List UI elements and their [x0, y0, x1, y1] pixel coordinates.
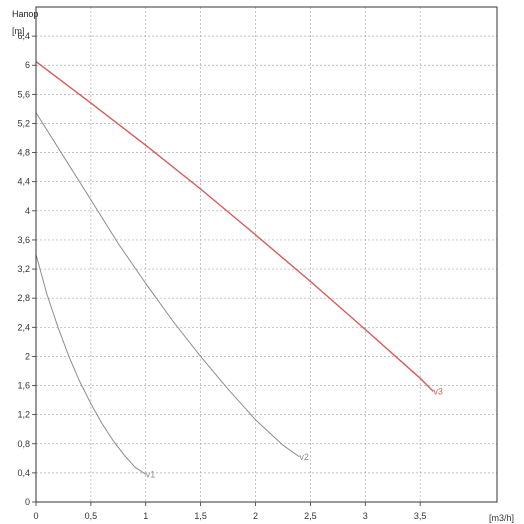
y-tick-label: 2,8 — [17, 293, 30, 303]
series-layer: v1 v2 v3 — [35, 61, 443, 479]
y-axis-label: [m] — [12, 26, 25, 36]
axis-ticks: 0 0,5 1 1,5 2 2,5 3 3,5 0 0,4 0,8 1,2 1,6 2 2,4 2,8 3,2 3… — [17, 31, 426, 521]
series-line-v3 — [35, 61, 434, 392]
y-tick-label: 6,4 — [17, 31, 30, 41]
y-tick-label: 4,4 — [17, 177, 30, 187]
y-tick-label: 0,4 — [17, 468, 30, 478]
x-axis-label: [m3/h] — [489, 513, 514, 523]
y-tick-label: 5,2 — [17, 118, 30, 128]
y-tick-label: 4,8 — [17, 148, 30, 158]
y-tick-label: 1,6 — [17, 381, 30, 391]
y-tick-label: 0,8 — [17, 439, 30, 449]
chart-title: Напор — [12, 9, 38, 19]
y-tick-label: 2,4 — [17, 322, 30, 332]
grid — [36, 7, 497, 502]
x-tick-label: 1 — [143, 511, 148, 521]
x-tick-label: 3,5 — [414, 511, 427, 521]
y-tick-label: 2 — [25, 351, 30, 361]
series-label-v3: v3 — [433, 386, 443, 396]
y-tick-label: 5,6 — [17, 89, 30, 99]
y-tick-label: 0 — [25, 497, 30, 507]
series-label-v2: v2 — [299, 452, 309, 462]
y-tick-label: 1,2 — [17, 410, 30, 420]
x-tick-label: 0,5 — [85, 511, 98, 521]
x-tick-label: 3 — [363, 511, 368, 521]
y-tick-label: 6 — [25, 60, 30, 70]
x-tick-label: 2 — [253, 511, 258, 521]
x-tick-label: 2,5 — [304, 511, 317, 521]
series-line-v2 — [35, 112, 300, 458]
y-tick-label: 3,2 — [17, 264, 30, 274]
series-line-v1 — [35, 254, 147, 475]
x-tick-label: 1,5 — [194, 511, 207, 521]
y-tick-label: 3,6 — [17, 235, 30, 245]
y-tick-label: 4 — [25, 206, 30, 216]
plot-frame — [35, 6, 498, 503]
x-tick-label: 0 — [33, 511, 38, 521]
series-label-v1: v1 — [146, 469, 156, 479]
